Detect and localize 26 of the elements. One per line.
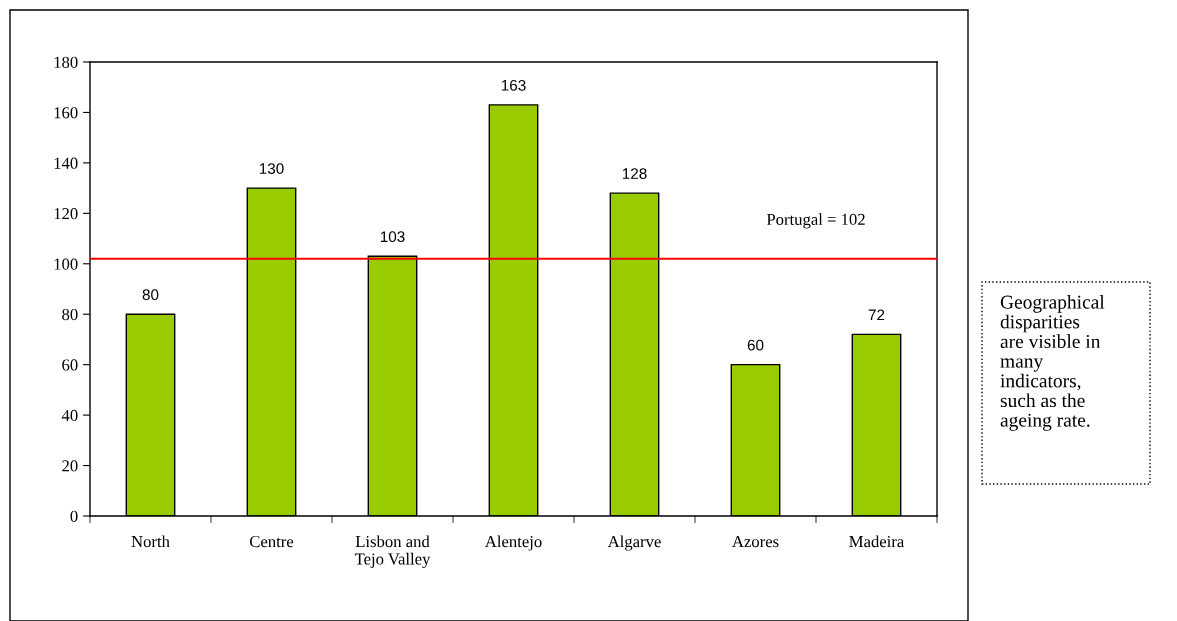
- y-tick-label: 40: [61, 409, 78, 422]
- y-tick-label: 140: [54, 157, 78, 169]
- data-label: 128: [622, 168, 647, 180]
- y-tick-label: 100: [54, 258, 78, 270]
- y-tick-label: 20: [62, 460, 78, 472]
- y-tick-label: 80: [62, 308, 78, 321]
- x-tick-label: Lisbon and Tejo Valley: [354, 535, 431, 569]
- data-label: 80: [142, 289, 159, 301]
- x-tick-label: Centre: [249, 535, 294, 548]
- x-tick-label: Azores: [732, 536, 779, 548]
- text: Geographical disparities are visible in many indicators, such as the ageing rate.: [1000, 295, 1105, 431]
- data-label: 163: [501, 79, 526, 91]
- y-tick-label: 0: [70, 510, 78, 522]
- x-tick-label: Madeira: [849, 535, 905, 548]
- y-tick-label: 160: [54, 107, 78, 119]
- y-tick-label: 60: [62, 359, 78, 371]
- x-tick-label: North: [131, 535, 170, 548]
- ref-line-label: Portugal = 102: [766, 213, 865, 229]
- data-label: 103: [380, 231, 405, 243]
- x-tick-label: Alentejo: [484, 535, 542, 551]
- data-label: 72: [868, 309, 885, 321]
- data-label: 60: [747, 339, 764, 351]
- data-label: 130: [259, 163, 284, 174]
- y-tick-label: 120: [54, 208, 78, 220]
- y-tick-label: 180: [54, 56, 78, 68]
- x-tick-label: Algarve: [607, 535, 661, 551]
